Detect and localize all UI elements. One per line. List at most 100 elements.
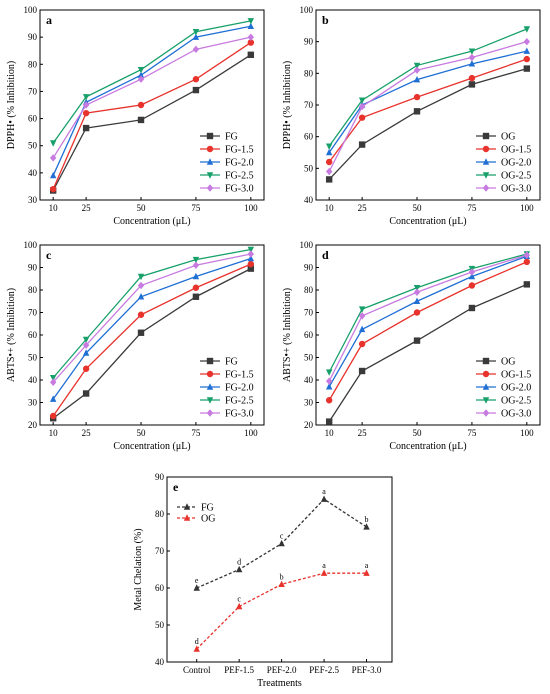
series-line-FG [52,54,252,191]
point-OG-1.5-1 [358,114,366,121]
legend-label-c-3: FG-2.5 [225,396,254,407]
ytick-label-d-3: 50 [304,353,314,363]
point-e-FG-legend [183,503,191,510]
point-FG-4 [363,523,370,530]
xlabel-e: Treatments [257,678,302,689]
xtick-label-a-2: 50 [137,203,147,213]
point-OG-2.5-0 [325,369,333,376]
point-OG-3.0-2 [413,288,421,296]
ytick-label-d-7: 90 [304,263,314,273]
point-OG-2.5-2 [413,62,421,70]
point-OG-2 [413,337,421,344]
point-c-FG-2.5-legend [206,397,214,404]
point-FG-3 [192,293,200,300]
series-OG-1.5 [325,55,531,166]
xtick-label-b-4: 100 [520,203,534,213]
xlabel-a: Concentration (μL) [113,216,190,227]
legend-label-c-2: FG-2.0 [225,383,254,394]
ylabel-d: ABTS•+ (% Inhibition) [282,288,293,382]
series-line-OG-1.5 [328,261,528,401]
xtick-label-c-0: 10 [49,428,59,438]
panel-letter-d: d [322,248,329,262]
legend-label-d-1: OG-1.5 [501,370,531,381]
point-FG-2.5-3 [192,256,200,264]
point-OG-4 [523,65,531,72]
series-line-FG-2.0 [52,257,252,400]
series-OG-3.0 [325,251,531,385]
legend-label-a-4: FG-3.0 [225,184,254,195]
legend-label-b-1: OG-1.5 [501,145,531,156]
ytick-label-c-4: 60 [28,330,38,340]
point-FG-4 [247,265,255,272]
series-FG-2.5 [49,246,255,382]
xtick-label-b-1: 25 [358,203,368,213]
series-line-OG-2.0 [328,50,527,153]
legend-label-d-0: OG [501,357,515,368]
xlabel-c: Concentration (μL) [113,441,190,452]
legend-label-b-2: OG-2.0 [501,158,531,169]
point-FG-2 [137,329,145,336]
point-OG-2.0-3 [468,272,476,280]
point-OG-1 [235,602,243,610]
point-a-FG-2.5-legend [206,172,214,179]
point-d-OG-legend [482,357,490,365]
series-OG-2.5 [325,26,531,150]
ytick-label-d-4: 60 [304,330,314,340]
point-FG-2.0-3 [192,33,200,40]
point-FG-3.0-2 [137,281,145,290]
ytick-label-b-0: 40 [304,195,314,205]
ytick-label-d-2: 40 [304,375,314,385]
point-FG-2.5-1 [82,94,90,101]
point-d-OG-3.0-legend [482,409,490,417]
xtick-label-a-0: 10 [49,203,59,213]
ytick-label-a-3: 60 [28,114,38,124]
plot-frame-a [39,9,265,201]
legend-label-e-0: FG [201,503,214,514]
point-OG-2.5-1 [358,97,366,104]
ytick-label-a-6: 90 [28,32,38,42]
sig-label-FG-1: d [237,558,241,567]
legend-label-a-0: FG [225,132,238,143]
ytick-label-a-5: 80 [28,59,38,69]
panel-a: 30 40 50 60 70 80 90 100 10 25 50 75 100 Concentratio… [6,5,265,227]
point-FG-2.0-2 [137,293,145,300]
legend-label-a-1: FG-1.5 [225,145,254,156]
panel-e: 40 50 60 70 80 90 Control PEF-1.5 PEF-2.0 PEF-2.5… [133,472,393,689]
point-OG-3.0-0 [325,167,333,176]
ytick-label-b-4: 80 [304,68,314,78]
ytick-label-d-5: 70 [304,308,314,318]
series-FG-1.5 [49,260,255,420]
point-FG-2.0-0 [49,395,57,402]
point-FG-1.5-1 [82,109,90,117]
point-OG-2.0-2 [413,297,421,304]
xtick-label-a-4: 100 [244,203,258,213]
legend-label-b-0: OG [501,132,515,143]
point-OG-2.5-2 [413,285,421,292]
point-FG-1 [82,124,90,132]
legend-label-c-0: FG [225,357,238,368]
point-OG-4 [363,569,370,576]
series-OG-1.5 [325,258,531,404]
point-FG-2.0-3 [192,272,200,280]
point-c-FG-2.0-legend [206,383,214,390]
point-b-OG-legend [482,132,490,140]
point-OG-2.5-0 [325,143,333,150]
point-OG-1.5-2 [413,93,421,101]
ytick-label-d-8: 100 [300,240,314,250]
point-FG-1.5-0 [49,412,57,420]
ytick-label-e-0: 40 [155,657,165,667]
point-OG-3 [320,569,328,576]
point-FG-2.0-2 [137,71,145,78]
point-FG-3.0-3 [192,261,200,269]
point-d-OG-2.0-legend [482,383,490,390]
legend-label-c-4: FG-3.0 [225,409,254,420]
point-OG-2.0-3 [468,60,476,67]
point-a-FG-1.5-legend [206,145,214,153]
series-OG [325,281,531,425]
point-b-OG-2.0-legend [482,158,490,165]
point-OG-1.5-4 [523,258,531,266]
point-OG-1 [358,141,366,148]
series-FG [49,265,255,422]
sig-label-OG-2: b [280,572,284,581]
